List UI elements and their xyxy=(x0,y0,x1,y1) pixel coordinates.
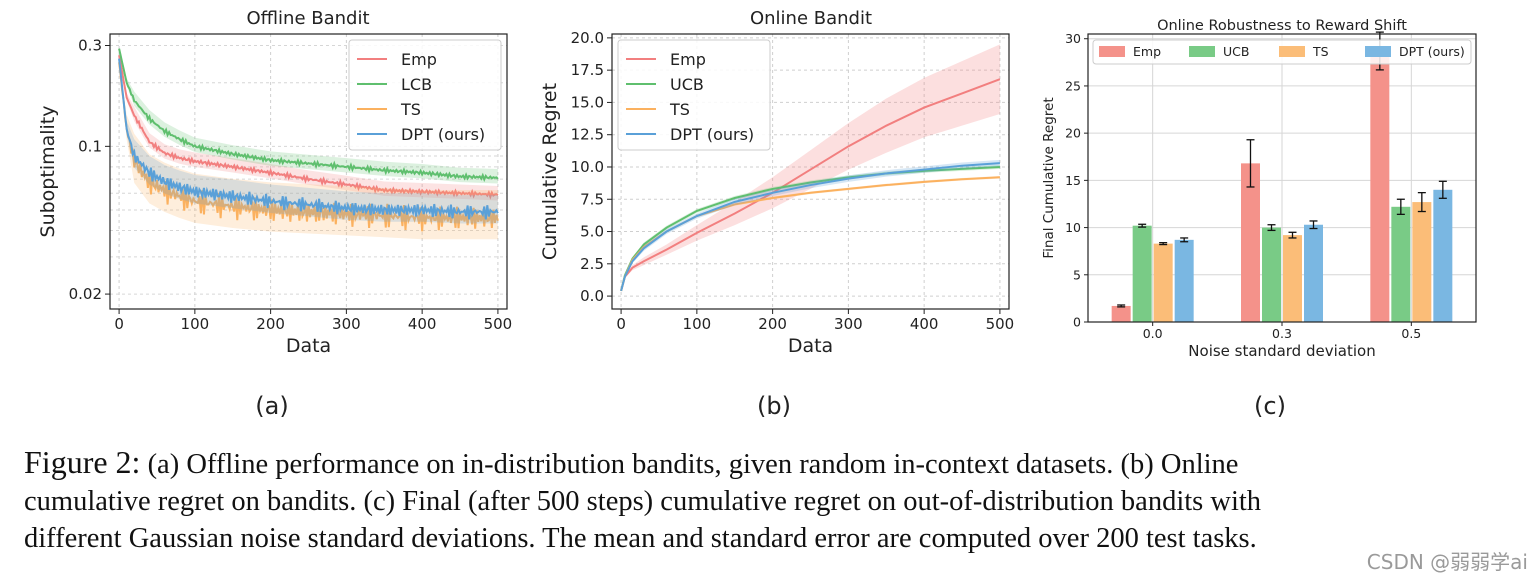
b-x-axis-label: Data xyxy=(788,335,833,357)
b-emp-line xyxy=(620,78,1001,292)
c-bar-ucb xyxy=(1262,227,1281,322)
c-bar-emp xyxy=(1241,163,1260,322)
c-x-axis-label: Noise standard deviation xyxy=(1188,342,1375,360)
c-y-tick-label: 0 xyxy=(1073,315,1081,330)
a-panel-label: (a) xyxy=(255,392,288,420)
b-y-tick-label: 20.0 xyxy=(571,29,604,47)
c-legend-label-emp: Emp xyxy=(1133,44,1161,59)
a-dpt-ours-band xyxy=(119,58,498,224)
c-bar-dpt-ours xyxy=(1174,239,1194,322)
a-y-tick-label: 0.3 xyxy=(78,36,102,54)
c-x-tick-label: 0.0 xyxy=(1143,326,1163,341)
a-x-tick-label: 0 xyxy=(114,315,124,333)
b-ts-line xyxy=(620,176,1000,292)
b-legend-box xyxy=(617,39,771,151)
a-x-tick-label: 300 xyxy=(332,315,361,333)
c-legend-swatch-emp xyxy=(1099,46,1125,57)
caption-line-1: Figure 2: (a) Offline performance on in-… xyxy=(24,444,1520,483)
c-legend-label-ucb: UCB xyxy=(1223,44,1249,59)
a-legend-label-lcb: LCB xyxy=(401,75,432,94)
b-y-axis-label: Cumulative Regret xyxy=(539,83,561,260)
b-x-tick-label: 100 xyxy=(683,315,712,333)
c-y-tick-label: 20 xyxy=(1065,126,1081,141)
c-y-axis-label: Final Cumulative Regret xyxy=(1041,97,1057,258)
b-legend-label-ucb: UCB xyxy=(670,75,704,94)
a-x-tick-label: 400 xyxy=(408,315,437,333)
c-bar-dpt-ours xyxy=(1433,189,1453,322)
b-chart-title: Online Bandit xyxy=(750,8,872,29)
c-legend-swatch-ts xyxy=(1279,46,1305,57)
b-y-tick-label: 5.0 xyxy=(580,223,604,241)
b-y-tick-label: 10.0 xyxy=(571,158,604,176)
c-x-tick-label: 0.5 xyxy=(1401,326,1421,341)
c-legend-swatch-ucb xyxy=(1189,46,1215,57)
caption-line-2: cumulative regret on bandits. (c) Final … xyxy=(24,486,1262,517)
c-bar-dpt-ours xyxy=(1304,224,1323,322)
watermark: CSDN @弱弱学ai xyxy=(1366,550,1528,574)
a-x-tick-label: 500 xyxy=(484,315,513,333)
c-panel-label: (c) xyxy=(1254,392,1286,420)
b-legend-label-ts: TS xyxy=(669,100,690,119)
c-bar-emp xyxy=(1111,305,1131,322)
c-y-tick-label: 5 xyxy=(1073,267,1081,282)
a-x-tick-label: 200 xyxy=(256,315,285,333)
a-legend-label-ts: TS xyxy=(400,100,421,119)
a-legend-label-dpt-ours: DPT (ours) xyxy=(401,125,485,144)
c-legend-swatch-dpt-ours xyxy=(1365,46,1391,57)
b-y-tick-label: 12.5 xyxy=(571,126,604,144)
c-bar-ts xyxy=(1283,235,1302,322)
b-y-tick-label: 15.0 xyxy=(571,93,604,111)
b-y-tick-label: 2.5 xyxy=(580,255,604,273)
figure-caption: Figure 2: (a) Offline performance on in-… xyxy=(24,444,1520,557)
b-x-tick-label: 0 xyxy=(616,315,626,333)
c-y-tick-label: 25 xyxy=(1065,78,1081,93)
c-bar-ucb xyxy=(1391,206,1411,322)
c-legend-label-ts: TS xyxy=(1312,44,1329,59)
c-y-tick-label: 30 xyxy=(1065,31,1081,46)
a-y-axis-label: Suboptimality xyxy=(37,106,59,238)
a-x-axis-label: Data xyxy=(286,335,331,357)
b-y-tick-label: 0.0 xyxy=(580,287,604,305)
b-y-tick-label: 7.5 xyxy=(580,190,604,208)
b-dpt-ours-line xyxy=(620,162,1000,292)
b-y-tick-label: 17.5 xyxy=(571,61,604,79)
a-x-tick-label: 100 xyxy=(181,315,210,333)
b-legend-label-emp: Emp xyxy=(670,50,706,69)
a-dpt-ours-line xyxy=(118,58,499,220)
c-y-tick-label: 10 xyxy=(1065,220,1081,235)
c-chart-title: Online Robustness to Reward Shift xyxy=(1157,18,1407,34)
b-axes-frame xyxy=(611,33,1010,310)
c-bar-ucb xyxy=(1132,225,1152,322)
b-dpt-ours-band xyxy=(621,159,1000,291)
b-x-tick-label: 200 xyxy=(758,315,787,333)
a-y-tick-label: 0.1 xyxy=(78,137,102,155)
c-bar-ts xyxy=(1412,202,1432,322)
a-y-tick-label: 0.02 xyxy=(69,285,102,303)
caption-line-1-text: (a) Offline performance on in-distributi… xyxy=(147,449,1239,480)
a-lcb-line xyxy=(118,48,499,183)
c-bar-emp xyxy=(1370,50,1390,322)
b-panel-label: (b) xyxy=(757,392,791,420)
a-chart-title: Offline Bandit xyxy=(246,8,369,29)
a-legend-label-emp: Emp xyxy=(401,50,437,69)
c-legend-label-dpt-ours: DPT (ours) xyxy=(1399,44,1465,59)
caption-prefix: Figure 2: xyxy=(24,444,141,480)
c-bar-ts xyxy=(1153,243,1173,322)
b-x-tick-label: 300 xyxy=(834,315,863,333)
a-emp-line xyxy=(118,54,499,200)
c-y-tick-label: 15 xyxy=(1065,173,1081,188)
c-x-tick-label: 0.3 xyxy=(1272,326,1292,341)
b-x-tick-label: 500 xyxy=(986,315,1015,333)
b-x-tick-label: 400 xyxy=(910,315,939,333)
b-emp-band xyxy=(621,44,1000,291)
caption-line-3: different Gaussian noise standard deviat… xyxy=(24,523,1257,554)
b-legend-label-dpt-ours: DPT (ours) xyxy=(670,125,754,144)
a-legend-box xyxy=(348,39,502,151)
a-axes-frame xyxy=(109,33,508,310)
